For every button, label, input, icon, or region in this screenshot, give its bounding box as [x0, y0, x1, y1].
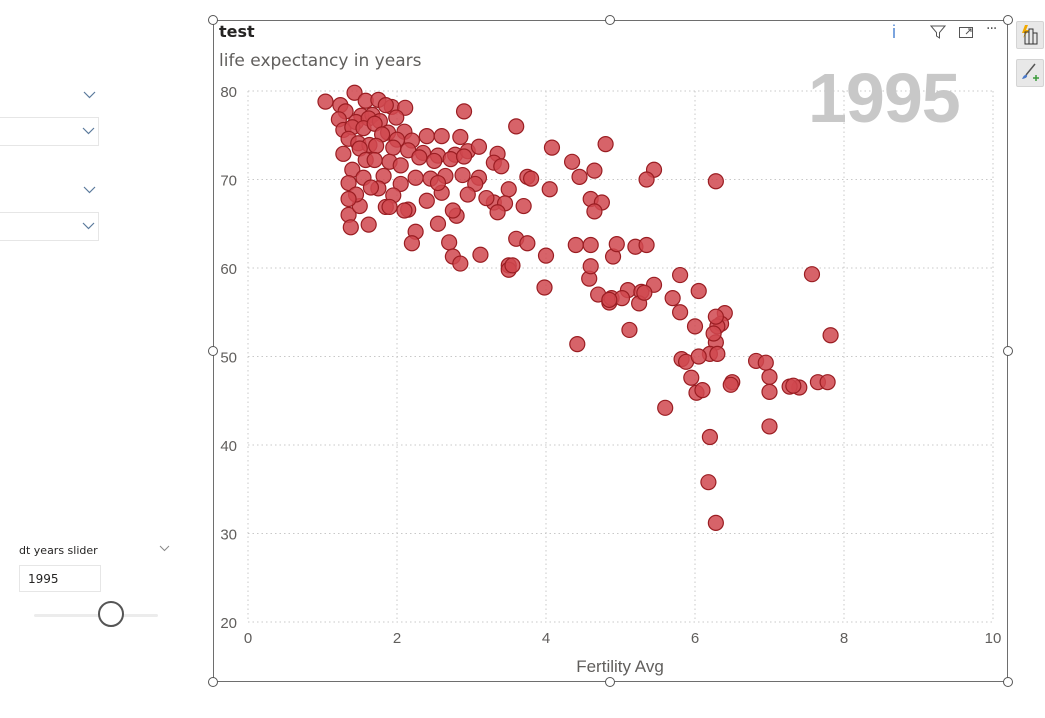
resize-handle-middle-right[interactable] — [1003, 346, 1013, 356]
resize-handle-middle-left[interactable] — [208, 346, 218, 356]
year-slider-thumb[interactable] — [97, 601, 124, 627]
analytics-brush-icon — [1022, 63, 1039, 81]
slicer1-dropdown[interactable] — [0, 117, 99, 146]
info-icon[interactable]: i — [892, 22, 896, 42]
resize-handle-top-middle[interactable] — [605, 15, 615, 25]
chevron-down-icon — [82, 222, 95, 232]
format-lightning-icon — [1022, 25, 1038, 45]
format-visual-button[interactable] — [1016, 21, 1044, 49]
year-slider-chevron-icon[interactable] — [159, 545, 170, 555]
resize-handle-top-left[interactable] — [208, 15, 218, 25]
year-slider-input[interactable]: 1995 — [19, 565, 101, 592]
filter-icon[interactable] — [929, 24, 947, 44]
chevron-down-icon — [82, 127, 95, 137]
slicer1-header-chevron-icon[interactable] — [83, 91, 96, 101]
focus-mode-icon[interactable] — [958, 24, 974, 44]
more-options-icon[interactable]: ··· — [986, 21, 997, 37]
year-slider-track[interactable] — [34, 614, 158, 617]
resize-handle-bottom-left[interactable] — [208, 677, 218, 687]
analytics-button[interactable] — [1016, 59, 1044, 87]
slicer2-header-chevron-icon[interactable] — [83, 186, 96, 196]
resize-handle-bottom-middle[interactable] — [605, 677, 615, 687]
play-axis-watermark: 1995 — [808, 59, 961, 137]
visual-title: test — [219, 22, 255, 41]
resize-handle-bottom-right[interactable] — [1003, 677, 1013, 687]
resize-handle-top-right[interactable] — [1003, 15, 1013, 25]
year-slider-title: dt years slider — [19, 544, 98, 557]
slicer2-dropdown[interactable] — [0, 212, 99, 241]
visual-subtitle: life expectancy in years — [219, 51, 422, 71]
